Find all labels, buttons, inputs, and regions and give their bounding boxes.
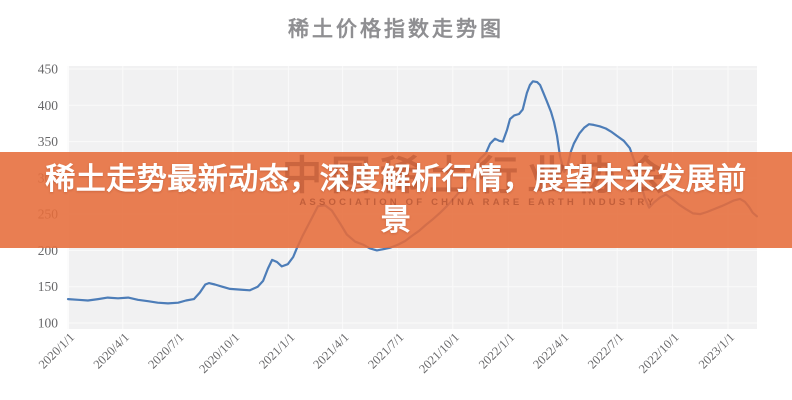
y-axis-tick-label: 400 (38, 98, 59, 113)
x-axis-tick-label: 2021/10/1 (416, 330, 462, 376)
x-axis-tick-label: 2022/1/1 (476, 330, 517, 371)
y-axis-tick-label: 100 (38, 316, 59, 331)
x-axis-tick-label: 2020/10/1 (196, 330, 242, 376)
x-axis-tick-label: 2022/7/1 (585, 330, 626, 371)
x-axis-tick-label: 2020/1/1 (36, 330, 77, 371)
x-axis-tick-label: 2022/4/1 (530, 330, 571, 371)
x-axis-tick-label: 2023/1/1 (696, 330, 737, 371)
y-axis-tick-label: 350 (38, 134, 59, 149)
y-axis-tick-label: 450 (38, 62, 59, 77)
x-axis-tick-label: 2021/1/1 (256, 330, 297, 371)
chart-title: 稀土价格指数走势图 (288, 17, 504, 41)
y-axis-tick-label: 150 (38, 279, 59, 294)
x-axis-tick-label: 2020/4/1 (91, 330, 132, 371)
x-axis-tick-label: 2020/7/1 (145, 330, 186, 371)
x-axis-tick-label: 2022/10/1 (636, 330, 682, 376)
banner-overlay: 中国稀土行业协会 ASSOCIATION OF CHINA RARE EARTH… (0, 152, 792, 248)
x-axis-tick-label: 2021/4/1 (310, 330, 351, 371)
x-axis-tick-label: 2021/7/1 (365, 330, 406, 371)
banner-text: 稀土走势最新动态，深度解析行情，展望未来发展前景 (45, 162, 747, 237)
